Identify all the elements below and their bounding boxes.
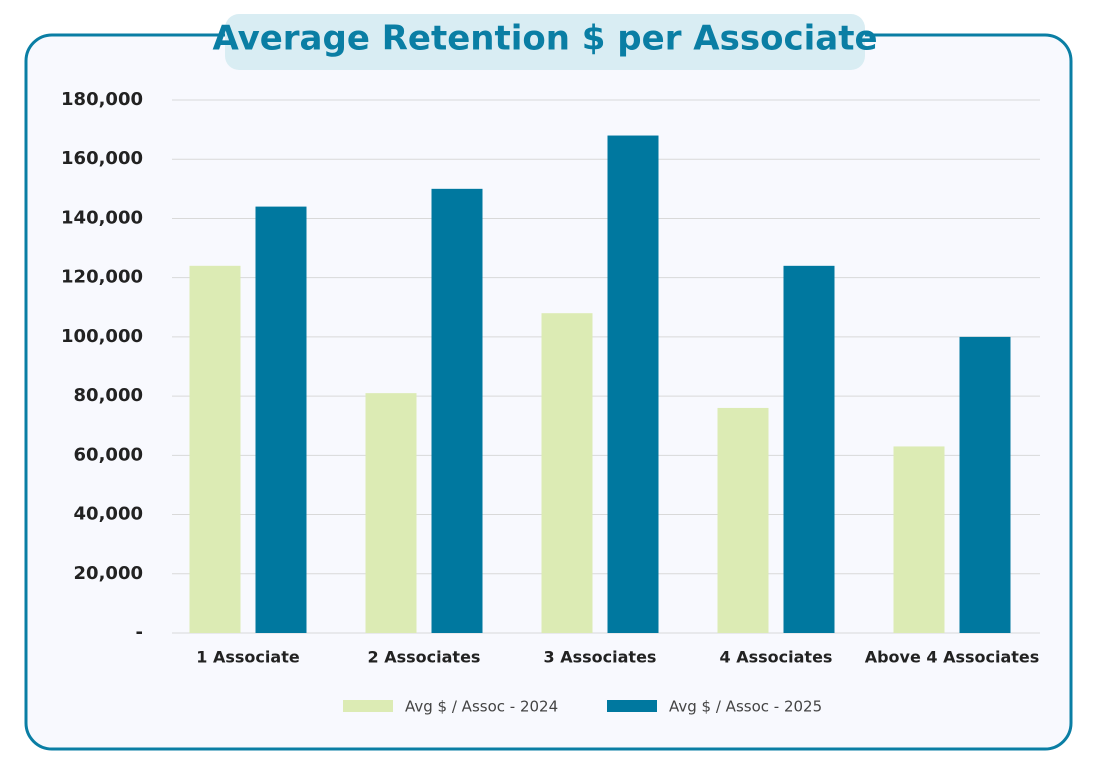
legend-label: Avg $ / Assoc - 2024 [405, 698, 558, 716]
y-tick-label: 60,000 [74, 444, 143, 465]
bar [541, 313, 593, 633]
x-tick-label: 2 Associates [368, 648, 481, 667]
y-tick-label: 180,000 [61, 89, 143, 110]
chart-title: Average Retention $ per Associate [212, 19, 877, 59]
y-tick-label: 120,000 [61, 267, 143, 288]
x-tick-label: Above 4 Associates [865, 648, 1040, 667]
title-pill [225, 14, 865, 70]
bar [783, 265, 835, 633]
y-tick-label: 140,000 [61, 207, 143, 228]
y-tick-label: 160,000 [61, 148, 143, 169]
x-tick-label: 3 Associates [544, 648, 657, 667]
y-tick-label: 20,000 [74, 563, 143, 584]
bar [431, 188, 483, 634]
bar [255, 206, 307, 633]
bar [607, 135, 659, 634]
y-tick-label: 80,000 [74, 385, 143, 406]
legend-label: Avg $ / Assoc - 2025 [669, 698, 822, 716]
y-tick-label: - [136, 622, 143, 643]
y-tick-label: 40,000 [74, 504, 143, 525]
legend-swatch [343, 700, 393, 712]
bar [717, 407, 769, 633]
bar [365, 393, 417, 633]
bar [893, 446, 945, 633]
legend-swatch [607, 700, 657, 712]
bar [189, 265, 241, 633]
y-tick-label: 100,000 [61, 326, 143, 347]
bar [959, 336, 1011, 633]
x-tick-label: 4 Associates [720, 648, 833, 667]
x-tick-label: 1 Associate [196, 648, 300, 667]
